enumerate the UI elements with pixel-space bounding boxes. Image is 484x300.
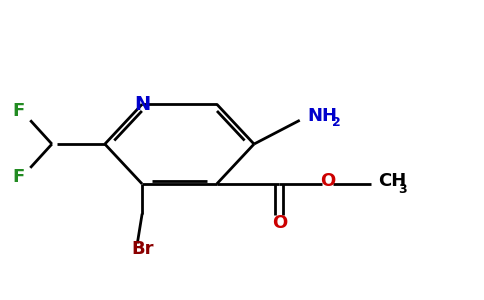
Text: F: F — [12, 168, 24, 186]
Text: N: N — [134, 95, 150, 114]
Text: NH: NH — [307, 107, 337, 125]
Text: O: O — [320, 172, 335, 190]
Text: 2: 2 — [333, 116, 341, 129]
Text: 3: 3 — [399, 183, 407, 196]
Text: O: O — [272, 214, 287, 232]
Text: F: F — [12, 102, 24, 120]
Text: Br: Br — [131, 240, 153, 258]
Text: CH: CH — [378, 172, 406, 190]
